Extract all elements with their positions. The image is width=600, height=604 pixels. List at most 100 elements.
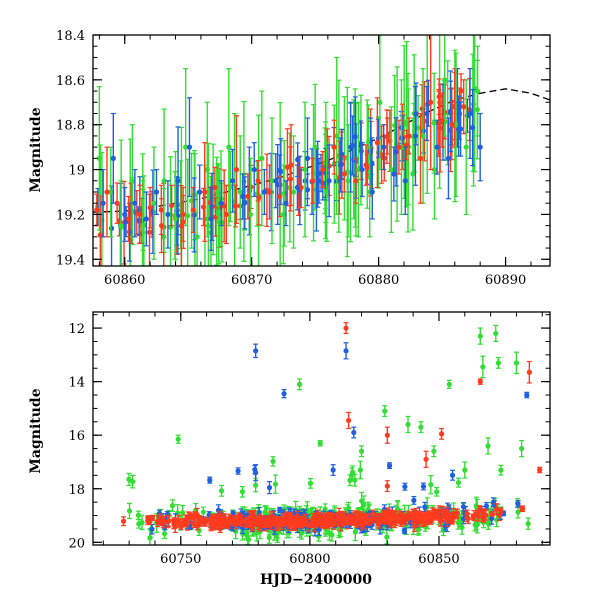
bottom-green-point-marker: [253, 483, 258, 488]
top-blue-point-marker: [219, 201, 224, 206]
top-green-point: [248, 158, 253, 270]
bottom-green-point-marker: [127, 508, 132, 513]
bottom-green-point: [127, 503, 132, 518]
bottom-red-point-marker: [191, 522, 196, 527]
top-green-point-marker: [377, 100, 382, 105]
top-green-point-marker: [410, 171, 415, 176]
top-ytick-label: 19.4: [56, 253, 85, 268]
bottom-blue-point-marker: [461, 504, 466, 509]
bottom-blue-point: [450, 470, 455, 480]
bottom-blue-point: [411, 497, 416, 505]
top-green-point: [118, 181, 123, 271]
top-red-point-marker: [439, 118, 444, 123]
bottom-red-point-marker: [412, 523, 417, 528]
top-green-point: [238, 136, 243, 248]
bottom-blue-point-marker: [207, 478, 212, 483]
top-green-point-marker: [291, 189, 296, 194]
bottom-blue-point: [267, 482, 272, 494]
top-bg-blue-point-marker: [209, 204, 214, 209]
bottom-blue-point-marker: [411, 498, 416, 503]
top-ytick-label: 19.2: [56, 208, 85, 223]
top-red-point-marker: [277, 194, 282, 199]
bottom-green-point: [358, 461, 363, 479]
top-blue-point: [478, 113, 483, 180]
top-blue-point-marker: [240, 194, 245, 199]
top-green-point-marker: [420, 133, 425, 138]
top-green-point: [475, 46, 480, 136]
top-bg-blue-point-marker: [109, 226, 114, 231]
bottom-green-point-marker: [267, 535, 272, 540]
bottom-blue-point: [421, 483, 426, 490]
top-blue-point-marker: [273, 178, 278, 183]
bottom-blue-point: [402, 483, 407, 490]
bottom-blue-point: [387, 463, 392, 469]
top-blue-point-marker: [295, 185, 300, 190]
top-bg-blue-point-marker: [192, 212, 197, 217]
top-green-point-marker: [194, 234, 199, 239]
bottom-green-point: [273, 475, 278, 493]
bottom-blue-point-marker: [149, 527, 154, 532]
top-blue-point-marker: [446, 156, 451, 161]
top-red-point-marker: [375, 140, 380, 145]
top-red-point-marker: [224, 212, 229, 217]
top-blue-point-marker: [348, 145, 353, 150]
bottom-green-point-marker: [170, 503, 175, 508]
bottom-clipped-data: [121, 323, 542, 547]
top-bg-red-point-marker: [359, 149, 364, 154]
bottom-green-point-marker: [428, 482, 433, 487]
bottom-green-point-marker: [358, 467, 363, 472]
top-blue-point: [165, 181, 170, 248]
top-green-point: [151, 147, 156, 259]
top-red-point-marker: [137, 212, 142, 217]
top-blue-point-marker: [101, 201, 106, 206]
top-ytick-label: 18.4: [56, 29, 85, 44]
bottom-blue-point-marker: [450, 473, 455, 478]
top-red-point-marker: [342, 171, 347, 176]
top-bg-blue-point-marker: [137, 218, 142, 223]
bottom-blue-point: [235, 468, 240, 474]
top-green-point-marker: [151, 201, 156, 206]
top-red-point-marker: [126, 216, 131, 221]
top-blue-point-marker: [434, 145, 439, 150]
bottom-blue-point-marker: [402, 528, 407, 533]
bottom-green-point: [498, 465, 503, 475]
top-blue-point-marker: [230, 178, 235, 183]
top-red-point: [104, 147, 109, 237]
bottom-green-point-marker: [359, 498, 364, 503]
top-bg-blue-point: [150, 170, 155, 253]
top-green-point-marker: [464, 145, 469, 150]
bottom-red-point-marker: [450, 519, 455, 524]
top-blue-point-marker: [175, 178, 180, 183]
top-blue-point-marker: [122, 212, 127, 217]
bottom-blue-point: [207, 477, 212, 483]
top-blue-point: [197, 165, 202, 219]
top-green-point-marker: [130, 178, 135, 183]
bottom-green-point-marker: [219, 488, 224, 493]
top-blue-point-marker: [478, 145, 483, 150]
bottom-blue-point-marker: [402, 484, 407, 489]
top-panel-data: [93, 5, 550, 324]
top-ytick-label: 18.6: [56, 74, 85, 89]
top-red-point-marker: [94, 207, 99, 212]
top-red-point-marker: [461, 104, 466, 109]
top-blue-point-marker: [403, 178, 408, 183]
top-green-point-marker: [442, 77, 447, 82]
top-blue-point-marker: [391, 171, 396, 176]
top-red-point-marker: [288, 162, 293, 167]
top-xtick-label: 60870: [231, 273, 272, 288]
top-bg-red-point: [233, 185, 238, 227]
bottom-green-point: [270, 457, 275, 466]
top-blue-point-marker: [424, 111, 429, 116]
top-blue-point-marker: [467, 111, 472, 116]
top-green-point-marker: [238, 189, 243, 194]
bottom-green-point-marker: [526, 521, 531, 526]
top-xtick-label: 60860: [104, 273, 145, 288]
top-blue-point-marker: [208, 216, 213, 221]
top-bg-green-point: [241, 102, 246, 262]
top-red-point: [310, 158, 315, 203]
bottom-red-point: [450, 519, 455, 524]
top-green-point-marker: [313, 145, 318, 150]
bottom-green-point-marker: [246, 537, 251, 542]
